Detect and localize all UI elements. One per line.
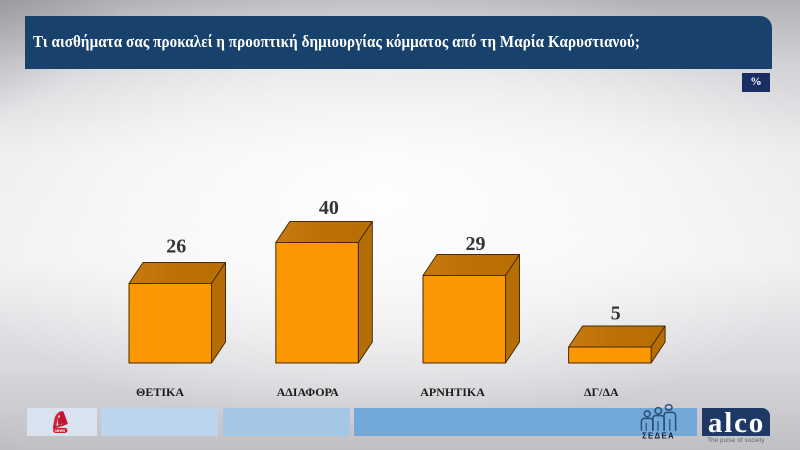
svg-text:ΔΓ/ΔΑ: ΔΓ/ΔΑ	[584, 385, 619, 399]
svg-text:NEWS: NEWS	[55, 429, 66, 433]
svg-text:26: 26	[166, 236, 186, 258]
svg-text:40: 40	[319, 197, 339, 219]
svg-text:ΣΕΔΕΑ: ΣΕΔΕΑ	[642, 432, 675, 440]
svg-text:5: 5	[611, 303, 621, 325]
svg-text:ΑΡΝΗΤΙΚΑ: ΑΡΝΗΤΙΚΑ	[420, 385, 485, 399]
svg-text:29: 29	[466, 233, 486, 255]
svg-text:ΑΔΙΑΦΟΡΑ: ΑΔΙΑΦΟΡΑ	[277, 385, 339, 399]
svg-text:ΘΕΤΙΚΑ: ΘΕΤΙΚΑ	[136, 385, 184, 399]
